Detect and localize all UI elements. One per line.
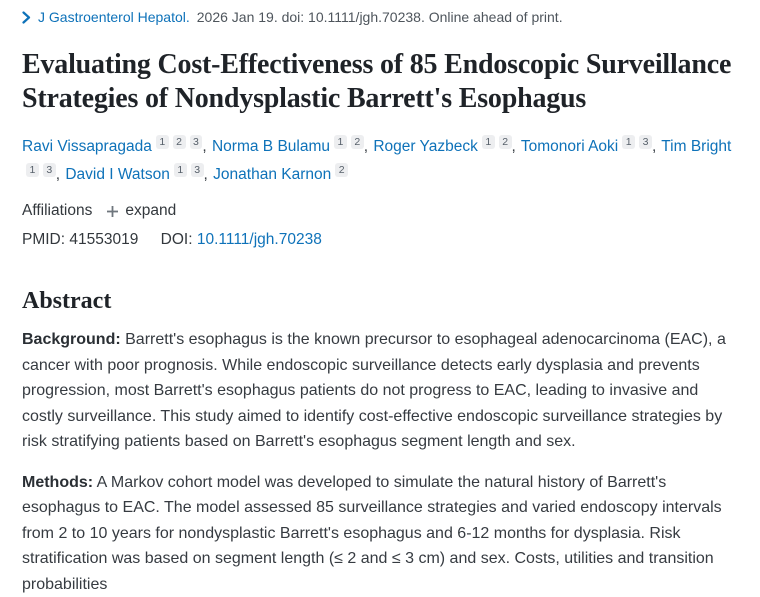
abstract-paragraph-methods: Methods: A Markov cohort model was devel… (22, 470, 738, 597)
author-separator: , (56, 166, 60, 183)
pmid-value: 41553019 (69, 231, 138, 248)
journal-link[interactable]: J Gastroenterol Hepatol. (38, 7, 190, 27)
affiliation-badge[interactable]: 3 (639, 135, 652, 149)
article-title: Evaluating Cost-Effectiveness of 85 Endo… (22, 48, 738, 116)
background-text: Barrett's esophagus is the known precurs… (22, 331, 726, 450)
author-link[interactable]: David I Watson (65, 166, 170, 183)
affiliation-badge[interactable]: 2 (173, 135, 186, 149)
doi-link[interactable]: 10.1111/jgh.70238 (197, 231, 322, 248)
author-link[interactable]: Ravi Vissapragada (22, 138, 152, 155)
affiliation-badge[interactable]: 2 (499, 135, 512, 149)
abstract-paragraph-background: Background: Barrett's esophagus is the k… (22, 327, 738, 455)
affiliation-badge[interactable]: 1 (482, 135, 495, 149)
author-separator: , (204, 166, 208, 183)
author-link[interactable]: Tim Bright (661, 138, 731, 155)
author-separator: , (364, 138, 368, 155)
chevron-right-icon[interactable] (22, 11, 31, 24)
abstract-section: Abstract Background: Barrett's esophagus… (22, 287, 738, 597)
affiliation-badge[interactable]: 1 (174, 163, 187, 177)
author-link[interactable]: Tomonori Aoki (521, 138, 618, 155)
author-link[interactable]: Norma B Bulamu (212, 138, 330, 155)
author: Jonathan Karnon 2 (213, 166, 348, 183)
affiliation-badge[interactable]: 3 (190, 135, 203, 149)
author-separator: , (202, 138, 206, 155)
affiliation-badge[interactable]: 1 (26, 163, 39, 177)
pmid-label: PMID: (22, 231, 65, 248)
citation-line: J Gastroenterol Hepatol. 2026 Jan 19. do… (22, 7, 738, 27)
affiliations-row: Affiliations expand (22, 202, 738, 220)
affiliation-badge[interactable]: 2 (351, 135, 364, 149)
expand-affiliations-button[interactable]: expand (106, 202, 176, 220)
author-separator: , (512, 138, 516, 155)
affiliation-badge[interactable]: 1 (622, 135, 635, 149)
author-separator: , (652, 138, 656, 155)
background-label: Background: (22, 331, 121, 348)
citation-meta: 2026 Jan 19. doi: 10.1111/jgh.70238. Onl… (197, 7, 563, 27)
affiliation-badge[interactable]: 1 (156, 135, 169, 149)
affiliation-badge[interactable]: 1 (334, 135, 347, 149)
author-link[interactable]: Roger Yazbeck (373, 138, 478, 155)
affiliation-badge[interactable]: 2 (335, 163, 348, 177)
doi-label: DOI: (161, 231, 193, 248)
affiliations-label: Affiliations (22, 202, 92, 220)
abstract-heading: Abstract (22, 287, 738, 315)
author-link[interactable]: Jonathan Karnon (213, 166, 331, 183)
affiliation-badge[interactable]: 3 (191, 163, 204, 177)
methods-text: A Markov cohort model was developed to s… (22, 474, 722, 593)
identifiers-row: PMID: 41553019 DOI: 10.1111/jgh.70238 (22, 229, 738, 251)
methods-label: Methods: (22, 474, 93, 491)
expand-label: expand (125, 202, 176, 220)
affiliation-badge[interactable]: 3 (43, 163, 56, 177)
plus-icon (106, 205, 119, 218)
